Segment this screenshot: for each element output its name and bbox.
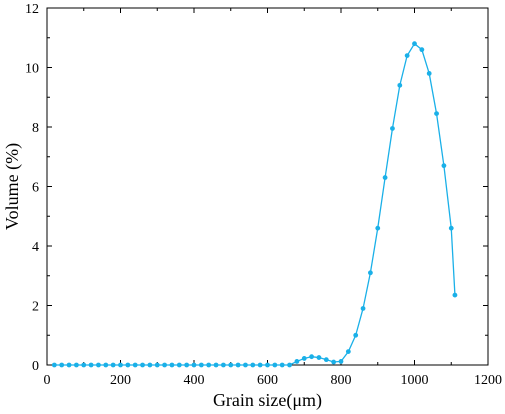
x-tick-label: 400 — [184, 373, 205, 388]
data-point — [125, 362, 131, 368]
y-tick-label: 2 — [32, 300, 39, 315]
y-tick-label: 4 — [32, 240, 39, 255]
x-tick-label: 0 — [44, 373, 51, 388]
data-point — [353, 332, 359, 338]
data-point — [426, 71, 432, 76]
data-point — [147, 362, 153, 368]
data-point — [294, 359, 300, 364]
data-point — [360, 306, 366, 311]
data-point — [221, 362, 226, 368]
data-point — [235, 362, 241, 368]
data-point — [272, 362, 278, 368]
data-point — [88, 362, 94, 368]
x-tick-label: 1000 — [401, 373, 429, 388]
x-tick-label: 800 — [331, 373, 352, 388]
data-point — [243, 362, 248, 368]
data-point — [110, 362, 116, 368]
data-point — [412, 41, 417, 47]
data-point — [154, 362, 160, 368]
data-point — [191, 362, 197, 368]
data-point — [228, 362, 234, 368]
y-axis-title: Volume (%) — [2, 143, 23, 230]
data-point — [265, 362, 270, 368]
data-point — [184, 362, 190, 368]
y-tick-label: 0 — [32, 359, 39, 374]
data-point — [287, 362, 292, 368]
plot-frame — [46, 7, 489, 366]
axis-ticks — [46, 7, 489, 366]
data-point — [397, 82, 403, 88]
data-point — [279, 362, 285, 368]
data-series — [51, 41, 458, 368]
x-tick-label: 200 — [110, 373, 131, 388]
x-tick-label: 600 — [257, 373, 278, 388]
data-point — [74, 362, 79, 368]
y-tick-label: 10 — [25, 62, 39, 77]
data-point — [118, 362, 123, 368]
data-point — [434, 111, 439, 117]
data-point — [331, 359, 337, 365]
plot-area: 0 200 400 600 800 1000 1200 0 2 4 6 8 10 12 — [25, 2, 502, 388]
series-line — [54, 42, 456, 366]
data-point — [162, 362, 168, 368]
data-point — [103, 362, 109, 368]
data-point — [213, 362, 219, 368]
data-point — [345, 349, 351, 355]
data-point — [140, 362, 145, 368]
data-point — [404, 53, 410, 58]
data-point — [309, 354, 314, 360]
data-point — [250, 362, 256, 368]
data-point — [51, 362, 57, 368]
data-point — [169, 362, 175, 368]
data-point — [176, 362, 182, 368]
data-point — [338, 359, 344, 364]
data-point — [382, 175, 388, 180]
data-point — [96, 362, 101, 368]
y-tick-label: 6 — [32, 181, 39, 196]
y-tick-label: 8 — [32, 121, 39, 136]
data-point — [441, 163, 447, 169]
data-point — [419, 47, 425, 53]
data-point — [257, 362, 263, 368]
data-point — [368, 270, 373, 276]
data-point — [375, 225, 381, 231]
axis-tick-labels: 0 200 400 600 800 1000 1200 0 2 4 6 8 10 12 — [25, 2, 502, 388]
data-point — [390, 126, 395, 131]
data-point — [132, 362, 138, 368]
data-point — [81, 362, 87, 368]
x-axis-title: Grain size(μm) — [213, 390, 322, 411]
data-point — [66, 362, 72, 368]
data-point — [323, 357, 329, 363]
data-point — [316, 355, 322, 360]
data-point — [59, 362, 65, 368]
x-tick-label: 1200 — [474, 373, 502, 388]
data-point — [198, 362, 204, 368]
data-point — [452, 292, 458, 298]
data-point — [206, 362, 212, 368]
data-point — [301, 356, 307, 361]
y-tick-label: 12 — [25, 2, 39, 17]
data-point — [448, 225, 454, 231]
